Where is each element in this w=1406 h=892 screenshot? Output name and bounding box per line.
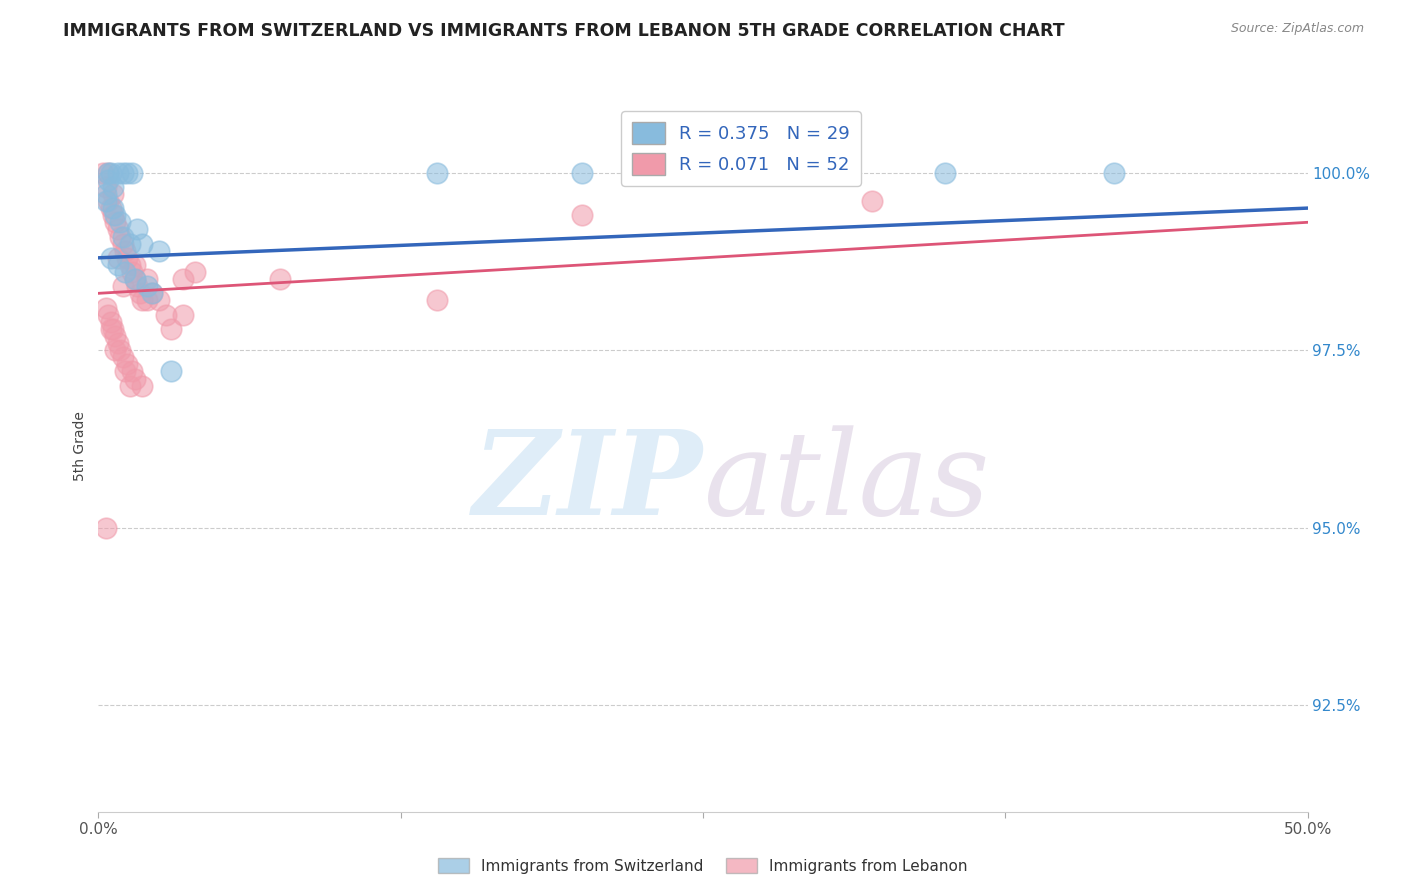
Point [111,165,134,179]
Point [121,364,143,378]
Point [104,215,127,229]
Legend: R = 0.375   N = 29, R = 0.071   N = 52: R = 0.375 N = 29, R = 0.071 N = 52 [621,112,860,186]
Point [426,165,449,179]
Point [135,293,157,308]
Point [100,201,122,215]
Point [172,272,194,286]
Point [117,251,139,265]
Point [111,236,134,251]
Point [148,293,170,308]
Point [114,244,136,258]
Point [124,272,146,286]
Point [100,165,122,179]
Point [107,251,129,265]
Point [97,165,120,179]
Point [131,293,153,308]
Point [97,194,120,208]
Point [172,308,194,322]
Point [101,322,124,336]
Point [426,293,449,308]
Point [104,329,127,343]
Point [124,371,146,385]
Point [121,265,143,279]
Point [121,165,143,179]
Point [117,165,139,179]
Point [107,336,129,351]
Point [97,172,120,186]
Point [160,364,183,378]
Point [128,286,150,301]
Point [118,258,141,272]
Point [135,272,157,286]
Point [571,165,593,179]
Legend: Immigrants from Switzerland, Immigrants from Lebanon: Immigrants from Switzerland, Immigrants … [432,852,974,880]
Point [111,279,134,293]
Point [114,364,136,378]
Point [107,222,129,236]
Point [184,265,207,279]
Point [108,343,131,358]
Point [131,378,153,392]
Point [135,279,157,293]
Point [94,194,117,208]
Point [100,315,122,329]
Point [91,165,114,179]
Point [101,186,124,201]
Text: Source: ZipAtlas.com: Source: ZipAtlas.com [1230,22,1364,36]
Y-axis label: 5th Grade: 5th Grade [73,411,87,481]
Point [124,272,146,286]
Point [860,194,883,208]
Point [118,378,141,392]
Point [269,272,291,286]
Point [111,350,134,364]
Text: ZIP: ZIP [472,425,703,540]
Point [155,308,177,322]
Point [141,286,163,301]
Point [117,357,139,371]
Point [127,279,149,293]
Point [160,322,183,336]
Point [148,244,170,258]
Point [571,208,593,222]
Point [108,229,131,244]
Point [100,251,122,265]
Point [97,308,120,322]
Point [934,165,956,179]
Text: IMMIGRANTS FROM SWITZERLAND VS IMMIGRANTS FROM LEBANON 5TH GRADE CORRELATION CHA: IMMIGRANTS FROM SWITZERLAND VS IMMIGRANT… [63,22,1064,40]
Point [97,165,120,179]
Point [104,343,127,358]
Point [101,208,124,222]
Point [94,179,117,194]
Point [127,222,149,236]
Point [111,229,134,244]
Point [1102,165,1125,179]
Point [124,258,146,272]
Point [104,208,127,222]
Point [101,179,124,194]
Point [108,215,131,229]
Text: atlas: atlas [703,425,990,540]
Point [107,165,129,179]
Point [131,236,153,251]
Point [118,236,141,251]
Point [94,186,117,201]
Point [107,258,129,272]
Point [141,286,163,301]
Point [101,201,124,215]
Point [94,521,117,535]
Point [94,301,117,315]
Point [100,322,122,336]
Point [114,265,136,279]
